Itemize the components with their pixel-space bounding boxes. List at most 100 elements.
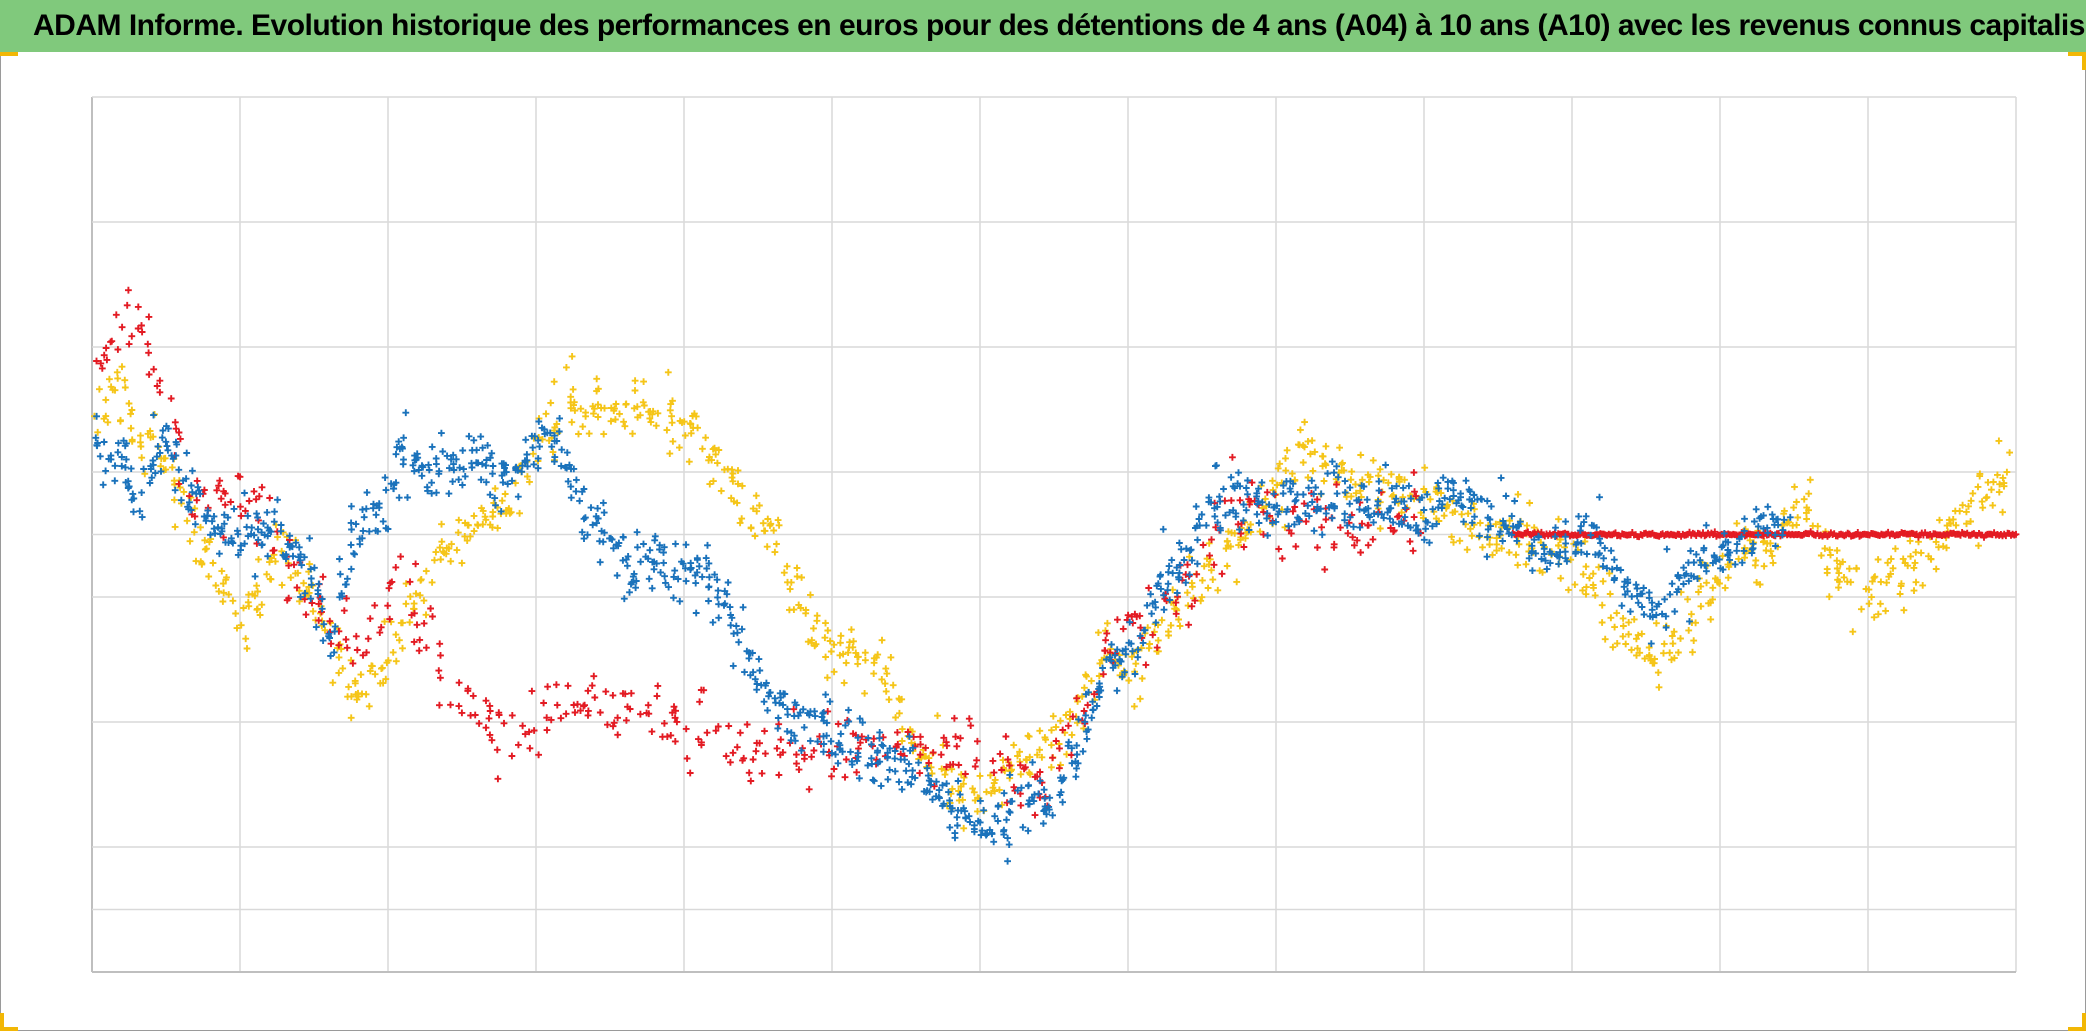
data-point-blue	[115, 439, 122, 447]
data-point-yellow	[786, 585, 794, 593]
data-point-blue	[1658, 610, 1666, 618]
data-point-yellow	[1167, 622, 1175, 629]
data-point-yellow	[812, 640, 820, 648]
data-point-blue	[478, 460, 486, 468]
data-point-red	[1302, 518, 1310, 525]
data-point-blue	[254, 525, 262, 533]
data-point-blue	[1173, 589, 1181, 597]
data-point-yellow	[263, 570, 271, 578]
data-point-blue	[1696, 556, 1704, 564]
data-point-blue	[264, 532, 272, 540]
data-point-blue	[1274, 510, 1282, 518]
data-point-red	[654, 682, 662, 690]
data-point-blue	[362, 505, 370, 513]
data-point-red	[525, 728, 533, 736]
data-point-blue	[633, 528, 641, 536]
data-point-blue	[477, 433, 485, 440]
data-point-yellow	[1753, 579, 1760, 586]
data-point-blue	[779, 701, 787, 709]
data-point-red	[747, 777, 755, 785]
data-point-yellow	[1033, 751, 1041, 759]
data-point-blue	[558, 446, 566, 454]
data-point-red	[475, 720, 483, 727]
data-point-blue	[791, 699, 799, 706]
data-point-blue	[1263, 515, 1271, 522]
data-point-yellow	[1247, 521, 1254, 528]
data-point-yellow	[1768, 552, 1776, 560]
data-point-blue	[879, 742, 887, 750]
data-point-blue	[172, 438, 180, 446]
data-point-blue	[297, 593, 304, 601]
data-point-yellow	[1131, 703, 1138, 710]
data-point-blue	[645, 575, 653, 583]
data-point-yellow	[448, 540, 455, 548]
data-point-blue	[674, 575, 682, 583]
data-point-yellow	[861, 690, 868, 697]
data-point-blue	[1503, 525, 1511, 533]
data-point-blue	[1392, 495, 1400, 503]
data-point-yellow	[256, 611, 264, 619]
data-point-blue	[208, 517, 216, 525]
data-point-blue	[1389, 519, 1397, 526]
data-point-blue	[613, 572, 621, 579]
data-point-yellow	[1889, 564, 1897, 572]
data-point-blue	[1085, 688, 1092, 696]
data-point-blue	[1154, 580, 1162, 587]
data-point-blue	[1134, 646, 1142, 654]
data-point-yellow	[1175, 616, 1182, 623]
data-point-yellow	[734, 480, 742, 488]
data-point-blue	[522, 436, 530, 444]
data-point-yellow	[1791, 483, 1798, 491]
data-point-yellow	[253, 606, 261, 614]
data-point-yellow	[2006, 449, 2013, 456]
data-point-blue	[1064, 742, 1072, 750]
data-point-blue	[1382, 461, 1389, 469]
data-point-red	[974, 737, 981, 745]
data-point-blue	[234, 527, 241, 535]
data-point-blue	[336, 555, 343, 563]
data-point-yellow	[1675, 649, 1682, 656]
data-point-blue	[854, 749, 862, 757]
data-point-blue	[1420, 506, 1428, 514]
data-point-blue	[264, 552, 272, 560]
data-point-blue	[878, 741, 886, 749]
data-point-blue	[1308, 477, 1316, 485]
data-point-blue	[820, 709, 828, 716]
corner-mark-top-right	[2082, 52, 2086, 70]
data-point-red	[1199, 541, 1207, 549]
data-point-blue	[491, 494, 499, 502]
data-point-yellow	[764, 515, 772, 523]
data-point-blue	[1005, 808, 1013, 815]
data-point-red	[410, 638, 418, 646]
data-point-yellow	[1352, 489, 1360, 497]
data-point-yellow	[652, 422, 660, 430]
data-point-yellow	[1343, 493, 1350, 501]
data-point-yellow	[149, 433, 157, 441]
data-point-yellow	[983, 788, 990, 796]
data-point-yellow	[1620, 622, 1627, 630]
data-point-blue	[924, 772, 932, 779]
data-point-blue	[1466, 488, 1474, 495]
data-point-blue	[589, 521, 597, 529]
data-point-blue	[1438, 501, 1446, 508]
data-point-blue	[1093, 702, 1101, 710]
data-point-red	[696, 698, 703, 706]
data-point-blue	[234, 551, 242, 559]
data-point-blue	[384, 525, 392, 533]
data-point-blue	[578, 528, 586, 536]
data-point-yellow	[1555, 541, 1562, 549]
data-point-red	[671, 738, 679, 745]
data-point-yellow	[790, 606, 798, 613]
data-point-red	[1172, 599, 1180, 606]
data-point-blue	[776, 699, 783, 707]
data-point-red	[801, 755, 808, 763]
data-point-yellow	[600, 430, 608, 438]
data-point-blue	[1111, 651, 1119, 659]
data-point-blue	[531, 432, 539, 440]
data-point-red	[301, 595, 309, 603]
data-point-blue	[1471, 513, 1478, 521]
data-point-yellow	[795, 601, 803, 609]
data-point-yellow	[1951, 507, 1959, 515]
data-point-blue	[187, 482, 195, 489]
data-point-blue	[976, 819, 984, 826]
